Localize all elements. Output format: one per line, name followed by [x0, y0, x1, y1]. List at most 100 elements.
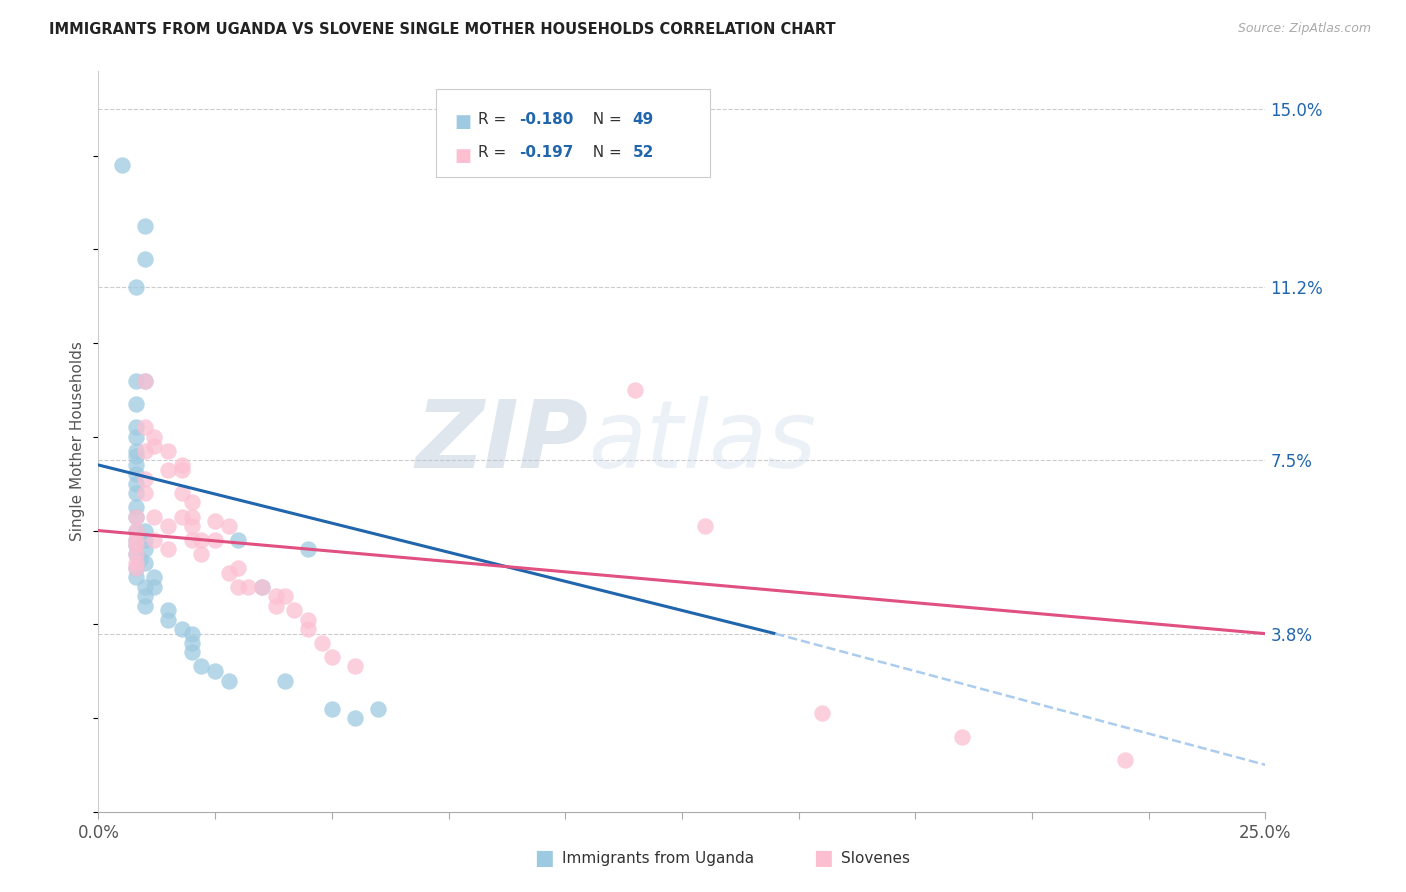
Point [172, 458, 194, 472]
Point [321, 650, 343, 665]
Text: ■: ■ [454, 113, 471, 131]
Point [125, 561, 148, 575]
Point [125, 570, 148, 584]
Point [344, 711, 367, 725]
Point [125, 524, 148, 538]
Point [297, 613, 319, 627]
Point [125, 500, 148, 515]
Point [624, 383, 647, 397]
Point [274, 673, 297, 688]
Point [297, 622, 319, 636]
Point [172, 622, 194, 636]
Text: Immigrants from Uganda: Immigrants from Uganda [562, 851, 755, 865]
Point [264, 599, 287, 613]
Point [695, 519, 717, 533]
Point [134, 557, 156, 571]
Point [157, 603, 180, 617]
Point [157, 542, 180, 557]
Text: R =: R = [478, 145, 512, 161]
Point [172, 509, 194, 524]
Point [180, 626, 202, 640]
Point [190, 533, 212, 547]
Point [134, 580, 156, 594]
Point [125, 449, 148, 463]
Point [250, 580, 273, 594]
Point [125, 430, 148, 444]
Point [125, 533, 148, 547]
Point [204, 514, 226, 528]
Point [218, 519, 240, 533]
Point [129, 551, 152, 566]
Point [134, 252, 156, 266]
Point [311, 636, 333, 650]
Point [157, 519, 180, 533]
Point [218, 566, 240, 580]
Point [134, 486, 156, 500]
Point [172, 486, 194, 500]
Point [143, 509, 166, 524]
Point [157, 444, 180, 458]
Text: -0.197: -0.197 [519, 145, 574, 161]
Text: ■: ■ [813, 848, 832, 868]
Text: ■: ■ [534, 848, 554, 868]
Point [143, 439, 166, 453]
Point [180, 519, 202, 533]
Point [228, 561, 250, 575]
Point [157, 463, 180, 477]
Point [125, 467, 148, 482]
Text: 52: 52 [633, 145, 654, 161]
Point [125, 557, 148, 571]
Point [950, 730, 973, 744]
Point [143, 570, 166, 584]
Point [125, 458, 148, 472]
Point [125, 397, 148, 411]
Point [274, 589, 297, 603]
Point [125, 374, 148, 388]
Point [228, 580, 250, 594]
Point [264, 589, 287, 603]
Point [344, 659, 367, 673]
Point [297, 542, 319, 557]
Text: IMMIGRANTS FROM UGANDA VS SLOVENE SINGLE MOTHER HOUSEHOLDS CORRELATION CHART: IMMIGRANTS FROM UGANDA VS SLOVENE SINGLE… [49, 22, 835, 37]
Point [204, 664, 226, 678]
Point [125, 561, 148, 575]
Point [190, 659, 212, 673]
Point [134, 374, 156, 388]
Point [125, 538, 148, 552]
Text: -0.180: -0.180 [519, 112, 574, 127]
Point [134, 542, 156, 557]
Point [134, 219, 156, 233]
Point [111, 158, 134, 172]
Point [180, 645, 202, 659]
Text: 49: 49 [633, 112, 654, 127]
Point [172, 463, 194, 477]
Point [236, 580, 259, 594]
Point [125, 476, 148, 491]
Point [811, 706, 834, 721]
Text: Source: ZipAtlas.com: Source: ZipAtlas.com [1237, 22, 1371, 36]
Text: ZIP: ZIP [416, 395, 589, 488]
Point [125, 547, 148, 561]
Point [125, 533, 148, 547]
Point [180, 533, 202, 547]
Point [125, 547, 148, 561]
Point [125, 538, 148, 552]
Point [125, 509, 148, 524]
Text: R =: R = [478, 112, 512, 127]
Text: Slovenes: Slovenes [841, 851, 910, 865]
Point [134, 374, 156, 388]
Point [204, 533, 226, 547]
Point [134, 472, 156, 486]
Point [125, 509, 148, 524]
Point [228, 533, 250, 547]
Point [134, 444, 156, 458]
Point [180, 495, 202, 509]
Point [143, 580, 166, 594]
Point [134, 589, 156, 603]
Point [367, 701, 389, 715]
Point [250, 580, 273, 594]
Point [125, 280, 148, 294]
Point [134, 420, 156, 434]
Point [143, 430, 166, 444]
Point [321, 701, 343, 715]
